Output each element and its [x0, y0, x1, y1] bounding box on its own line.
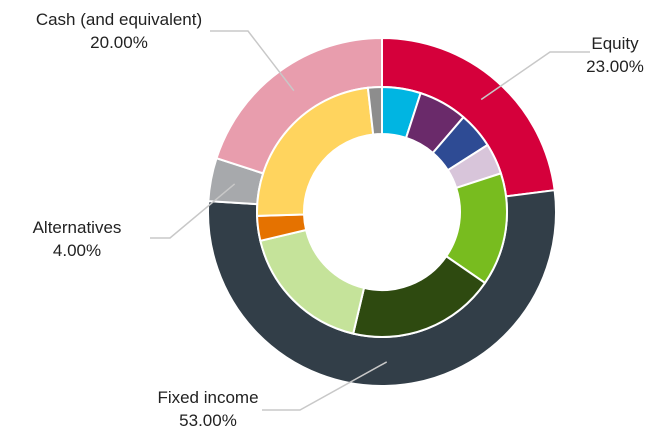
label-equity: Equity 23.00%	[570, 32, 660, 78]
label-cash-value: 20.00%	[90, 33, 148, 52]
inner-slice-9	[366, 85, 383, 136]
label-fixed-income-value: 53.00%	[179, 411, 237, 430]
outer-ring	[207, 36, 557, 387]
label-fixed-income-name: Fixed income	[157, 388, 259, 407]
label-equity-value: 23.00%	[586, 57, 644, 76]
label-cash: Cash (and equivalent) 20.00%	[8, 8, 230, 54]
label-alternatives: Alternatives 4.00%	[12, 216, 142, 262]
label-cash-name: Cash (and equivalent)	[35, 10, 203, 29]
label-equity-name: Equity	[591, 34, 639, 53]
label-alternatives-name: Alternatives	[32, 218, 122, 237]
leader-lines	[150, 30, 590, 411]
leader-cash	[210, 30, 295, 92]
leader-equity	[480, 51, 590, 101]
leader-alternatives	[150, 183, 236, 239]
leader-fixed-income	[262, 361, 388, 411]
label-alternatives-value: 4.00%	[52, 241, 102, 260]
label-fixed-income: Fixed income 53.00%	[134, 386, 282, 432]
inner-ring	[256, 85, 508, 338]
